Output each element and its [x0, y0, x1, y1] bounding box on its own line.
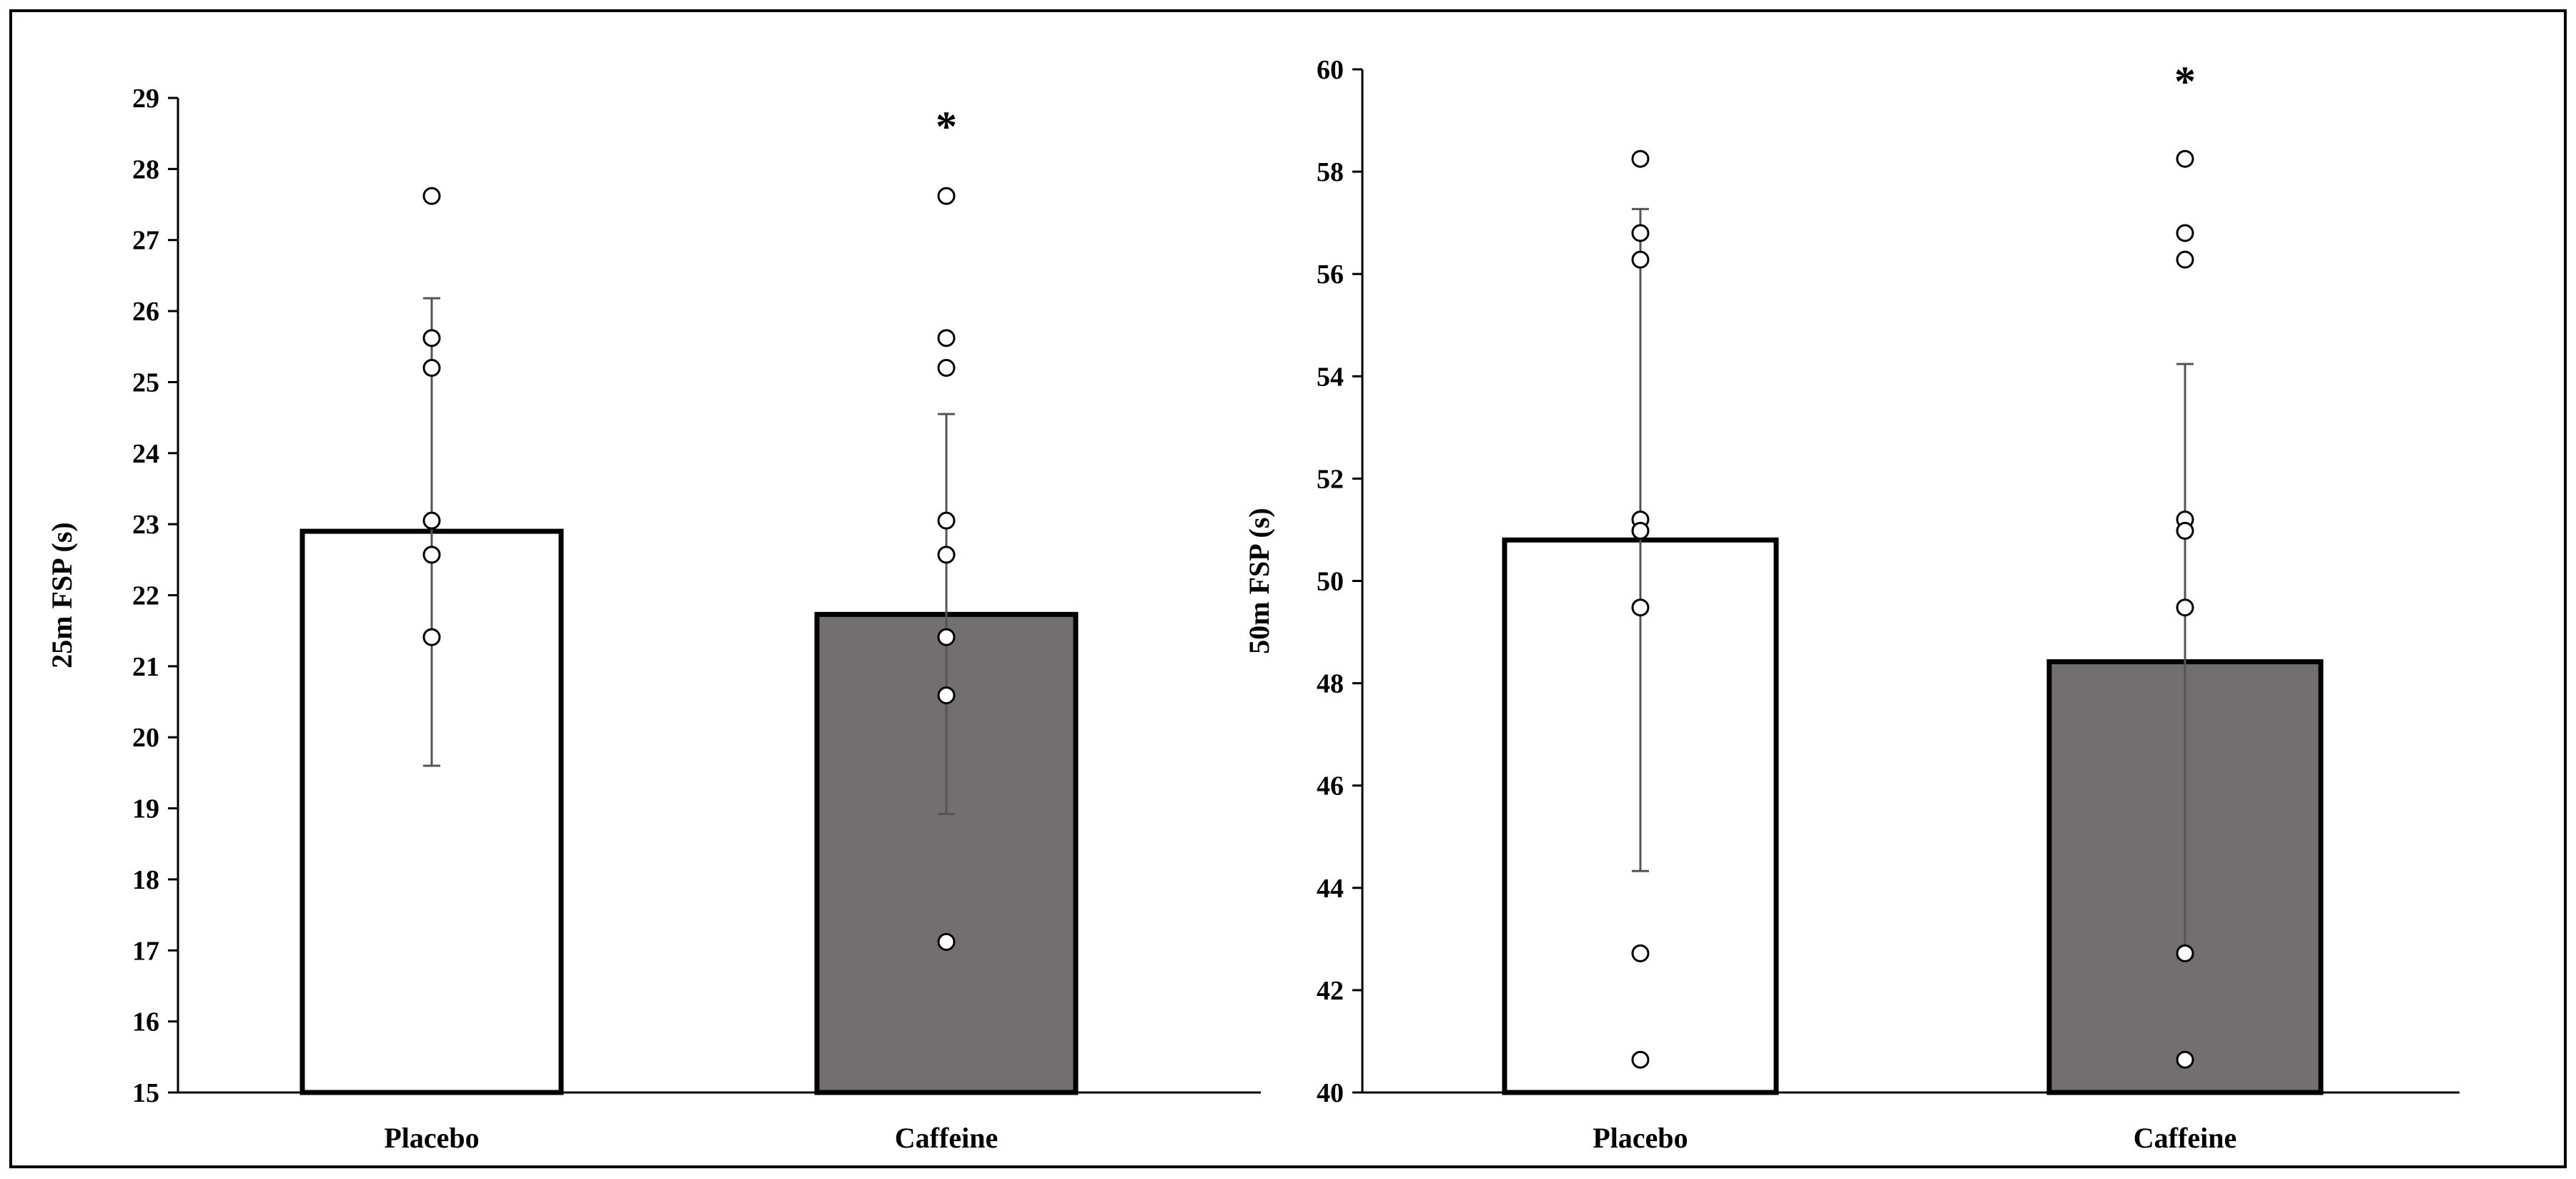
y-tick-label: 23 — [132, 510, 159, 540]
data-point — [1631, 598, 1650, 617]
x-tick-label: Placebo — [1592, 1122, 1688, 1154]
y-tick-label: 26 — [132, 297, 159, 327]
data-point — [1631, 224, 1650, 242]
significance-markers: * — [936, 103, 957, 150]
axes — [1361, 69, 2459, 1094]
data-point — [2176, 521, 2194, 540]
y-tick-label: 44 — [1317, 874, 1344, 904]
individual-points — [422, 187, 956, 951]
significance-asterisk: * — [936, 103, 957, 150]
y-tick-label: 19 — [132, 794, 159, 824]
y-tick-label: 28 — [132, 154, 159, 184]
y-tick-label: 40 — [1317, 1078, 1344, 1108]
chart-25m-fsp: 15 16 17 18 19 20 21 22 23 24 25 26 27 28 29 Placebo Ca… — [46, 84, 1261, 1154]
y-tick-label: 18 — [132, 865, 159, 895]
y-tick-label: 52 — [1317, 464, 1344, 494]
y-tick-label: 58 — [1317, 157, 1344, 187]
y-tick-label: 56 — [1317, 260, 1344, 290]
y-axis-ticks: 40 42 44 46 48 50 52 54 56 58 60 — [1317, 55, 1362, 1108]
y-axis-ticks: 15 16 17 18 19 20 21 22 23 24 25 26 27 28 29 — [132, 84, 178, 1108]
data-point — [937, 932, 956, 951]
data-point — [937, 511, 956, 530]
data-point — [2176, 224, 2194, 242]
data-point — [2176, 250, 2194, 269]
data-point — [422, 546, 441, 564]
data-point — [1631, 149, 1650, 168]
y-tick-label: 25 — [132, 367, 159, 398]
x-tick-label: Caffeine — [895, 1122, 998, 1154]
data-point — [422, 628, 441, 646]
individual-points — [1631, 149, 2194, 1069]
data-point — [1631, 944, 1650, 962]
y-tick-label: 22 — [132, 581, 159, 611]
data-point — [937, 628, 956, 646]
y-tick-label: 27 — [132, 226, 159, 256]
x-tick-label: Placebo — [384, 1122, 479, 1154]
error-bars — [1632, 207, 2194, 960]
significance-asterisk: * — [2174, 58, 2196, 105]
data-point — [937, 329, 956, 347]
axes — [177, 98, 1261, 1094]
chart-50m-fsp: 40 42 44 46 48 50 52 54 56 58 60 Placebo Caffeine *… — [1243, 55, 2459, 1154]
y-axis-label: 50m FSP (s) — [1243, 508, 1275, 653]
y-tick-label: 29 — [132, 84, 159, 114]
significance-markers: * — [2174, 58, 2196, 105]
y-tick-label: 15 — [132, 1078, 159, 1108]
y-tick-label: 17 — [132, 936, 159, 966]
data-point — [422, 329, 441, 347]
data-point — [937, 686, 956, 705]
y-tick-label: 16 — [132, 1007, 159, 1037]
data-point — [1631, 1050, 1650, 1069]
y-tick-label: 48 — [1317, 669, 1344, 699]
y-tick-label: 20 — [132, 723, 159, 753]
data-point — [2176, 1050, 2194, 1069]
data-point — [1631, 250, 1650, 269]
y-axis-label: 25m FSP (s) — [46, 522, 78, 668]
data-point — [937, 187, 956, 205]
data-point — [937, 359, 956, 378]
y-tick-label: 54 — [1317, 362, 1344, 392]
data-point — [2176, 149, 2194, 168]
x-axis-labels: Placebo Caffeine — [384, 1122, 998, 1154]
data-point — [2176, 598, 2194, 617]
data-point — [422, 187, 441, 205]
data-point — [1631, 521, 1650, 540]
y-tick-label: 24 — [132, 439, 159, 469]
data-point — [422, 359, 441, 378]
data-point — [422, 511, 441, 530]
y-tick-label: 21 — [132, 652, 159, 682]
data-point — [2176, 944, 2194, 962]
x-tick-label: Caffeine — [2134, 1122, 2236, 1154]
y-tick-label: 60 — [1317, 55, 1344, 85]
y-tick-label: 42 — [1317, 976, 1344, 1006]
y-tick-label: 50 — [1317, 567, 1344, 597]
data-point — [937, 546, 956, 564]
y-tick-label: 46 — [1317, 771, 1344, 801]
x-axis-labels: Placebo Caffeine — [1592, 1122, 2236, 1154]
